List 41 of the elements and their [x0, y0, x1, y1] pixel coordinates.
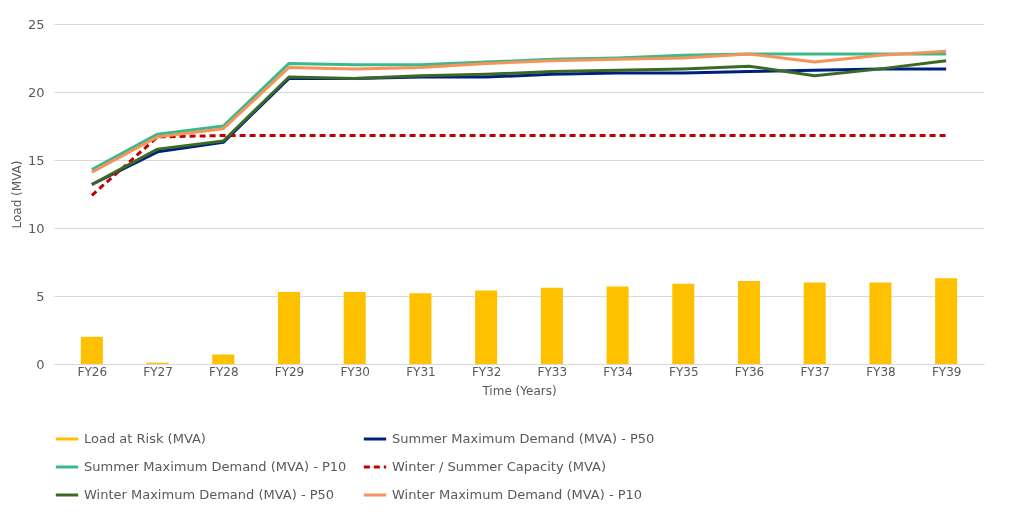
x-tick-label: FY33: [537, 364, 568, 379]
x-tick-label: FY29: [274, 364, 305, 379]
x-tick-label: FY37: [800, 364, 830, 379]
x-tick-label: FY39: [931, 364, 962, 379]
x-tick-label: FY26: [77, 364, 108, 379]
legend-label: Winter / Summer Capacity (MVA): [392, 459, 607, 474]
bar: [935, 278, 958, 364]
y-tick-label: 5: [36, 288, 45, 304]
y-tick-label: 20: [27, 84, 45, 100]
x-axis-title: Time (Years): [481, 383, 557, 398]
bar: [672, 283, 695, 364]
bar: [606, 286, 629, 364]
legend-label: Load at Risk (MVA): [84, 431, 206, 446]
y-tick-label: 25: [27, 16, 45, 32]
x-tick-label: FY27: [143, 364, 173, 379]
x-tick-label: FY34: [603, 364, 633, 379]
bar: [803, 282, 826, 364]
x-tick-label: FY32: [471, 364, 502, 379]
x-tick-label: FY35: [669, 364, 699, 379]
bar: [80, 336, 103, 364]
legend-label: Summer Maximum Demand (MVA) - P10: [84, 459, 347, 474]
legend-label: Winter Maximum Demand (MVA) - P10: [392, 487, 643, 502]
x-tick-label: FY36: [734, 364, 765, 379]
bar: [540, 287, 563, 364]
x-tick-label: FY28: [209, 364, 239, 379]
x-tick-label: FY31: [406, 364, 436, 379]
bar: [343, 291, 366, 364]
bar: [409, 293, 432, 364]
bar: [278, 291, 300, 364]
bar: [869, 282, 892, 364]
bar: [475, 290, 498, 364]
legend-label: Summer Maximum Demand (MVA) - P50: [392, 431, 655, 446]
legend-label: Winter Maximum Demand (MVA) - P50: [84, 487, 335, 502]
x-tick-label: FY38: [866, 364, 896, 379]
y-tick-label: 0: [36, 356, 45, 372]
y-axis-title: Load (MVA): [9, 160, 24, 229]
y-tick-label: 15: [27, 152, 45, 168]
y-tick-label: 10: [27, 220, 45, 236]
bar: [738, 281, 760, 364]
x-tick-label: FY30: [340, 364, 370, 379]
bar: [212, 354, 235, 364]
